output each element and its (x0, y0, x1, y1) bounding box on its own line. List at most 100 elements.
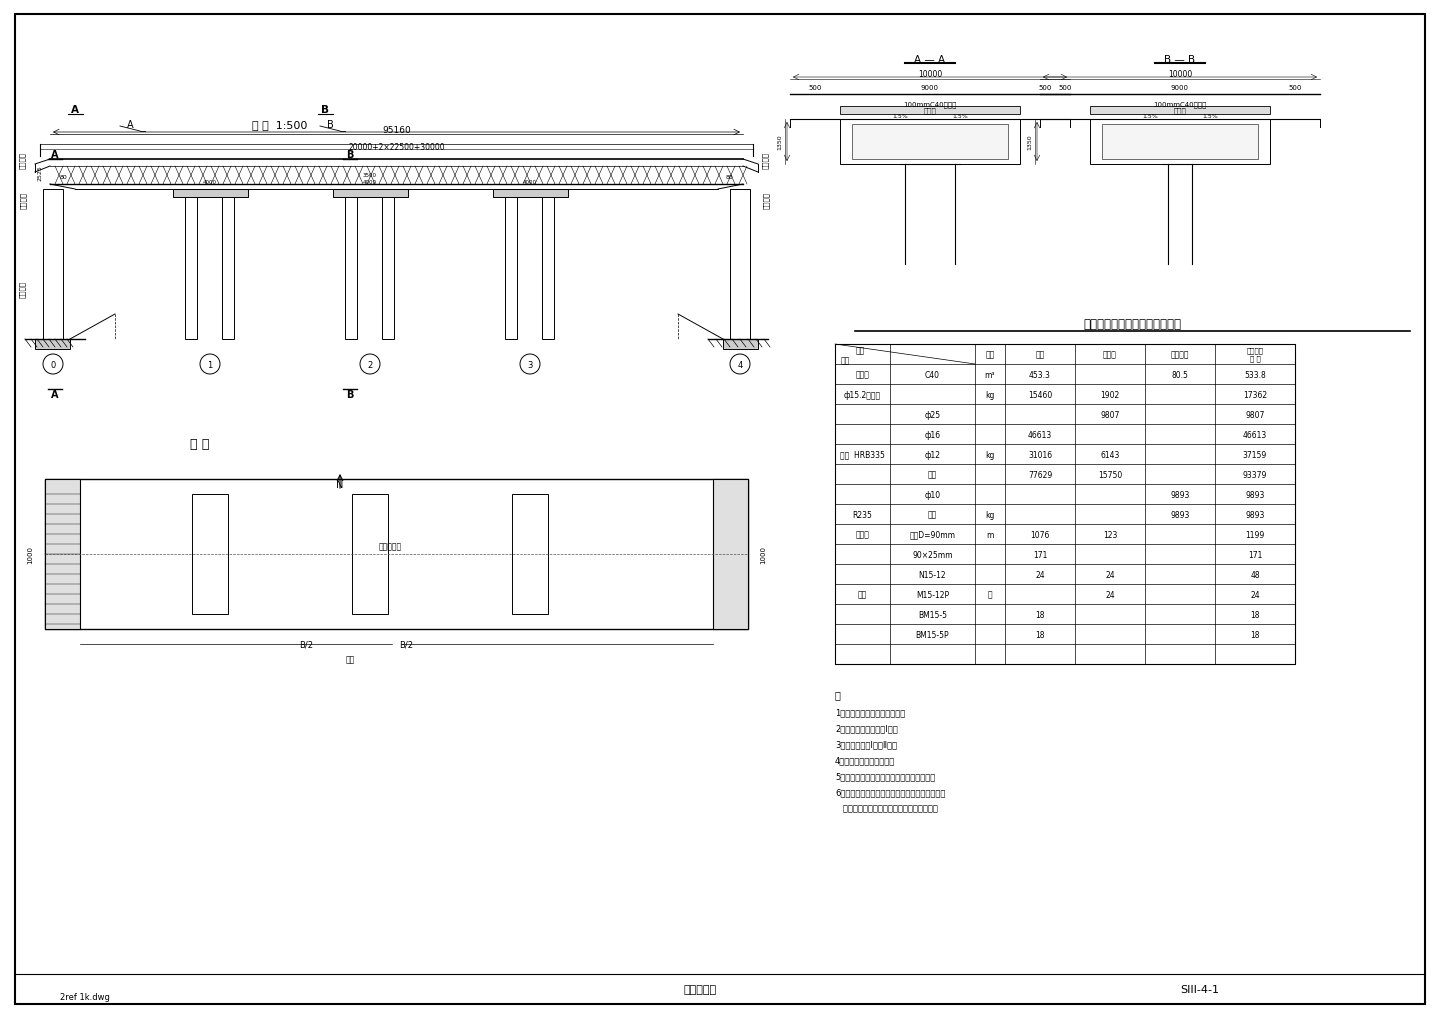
Text: 4、设计安全等级：二级；: 4、设计安全等级：二级； (835, 755, 896, 764)
Text: A: A (71, 105, 79, 115)
Text: 4000: 4000 (363, 179, 377, 184)
Text: 93379: 93379 (1243, 470, 1267, 479)
Text: ф16: ф16 (924, 430, 940, 439)
Text: 套: 套 (988, 590, 992, 599)
Bar (45, 480, 81, 630)
Text: 24: 24 (1250, 590, 1260, 599)
Text: 18: 18 (1250, 630, 1260, 639)
Text: 1.5%: 1.5% (893, 113, 907, 118)
Text: kg: kg (985, 390, 995, 399)
Text: C40: C40 (924, 370, 940, 379)
Text: 3: 3 (527, 360, 533, 369)
Text: 混凝土: 混凝土 (855, 370, 870, 379)
Text: 6143: 6143 (1100, 450, 1120, 459)
Text: 1、本图尺寸均以毫米为单位；: 1、本图尺寸均以毫米为单位； (835, 707, 906, 716)
Text: R235: R235 (852, 510, 873, 519)
Text: 80: 80 (59, 174, 66, 179)
Text: 防水层: 防水层 (1174, 108, 1187, 114)
Text: 6、本桥中模架搁置方式及进行设计，若采用其它: 6、本桥中模架搁置方式及进行设计，若采用其它 (835, 788, 946, 796)
Text: 9893: 9893 (1171, 490, 1189, 499)
Text: 4: 4 (737, 360, 743, 369)
Bar (192, 494, 228, 614)
Text: 主梁: 主梁 (346, 655, 354, 663)
Text: B: B (346, 150, 354, 160)
Text: 小计: 小计 (927, 470, 937, 479)
Bar (35, 339, 71, 350)
Text: 注: 注 (835, 689, 841, 699)
Text: 3500: 3500 (363, 173, 377, 178)
Text: 77629: 77629 (1028, 470, 1053, 479)
Text: 18: 18 (1035, 630, 1045, 639)
Text: 波纹管: 波纹管 (855, 530, 870, 539)
Text: 支撑方式，应另行计算，重新设计中模板。: 支撑方式，应另行计算，重新设计中模板。 (835, 803, 937, 812)
Text: 备案: 备案 (1035, 351, 1044, 359)
Text: 桥型布置图: 桥型布置图 (684, 984, 717, 994)
Text: 防水层: 防水层 (923, 108, 936, 114)
Text: 171: 171 (1032, 550, 1047, 559)
Text: 453.3: 453.3 (1030, 370, 1051, 379)
Bar (852, 125, 1008, 160)
Bar (492, 190, 567, 198)
Bar (840, 120, 1020, 165)
Text: 1902: 1902 (1100, 390, 1120, 399)
Text: 单位: 单位 (985, 351, 995, 359)
Text: BM15-5P: BM15-5P (916, 630, 949, 639)
Text: 1199: 1199 (1246, 530, 1264, 539)
Text: 2、设计荷载：公路－Ⅰ级；: 2、设计荷载：公路－Ⅰ级； (835, 723, 897, 733)
Bar (513, 494, 549, 614)
Text: 9807: 9807 (1246, 410, 1264, 419)
Text: B: B (327, 120, 334, 129)
Text: 46613: 46613 (1243, 430, 1267, 439)
Text: ф25: ф25 (924, 410, 940, 419)
Text: 平 面: 平 面 (190, 438, 210, 451)
Text: 上部构造
合 计: 上部构造 合 计 (1247, 347, 1263, 362)
Text: 9893: 9893 (1246, 490, 1264, 499)
Text: m: m (986, 530, 994, 539)
Text: A: A (127, 120, 134, 129)
Bar (173, 190, 248, 198)
Text: A: A (52, 150, 59, 160)
Text: 1350: 1350 (778, 135, 782, 150)
Text: B — B: B — B (1165, 55, 1195, 65)
Text: 5、本桥下部构造及桥下主线剖面位为示意；: 5、本桥下部构造及桥下主线剖面位为示意； (835, 771, 935, 781)
Text: ф15.2钢绞线: ф15.2钢绞线 (844, 390, 881, 399)
Text: N15-12: N15-12 (919, 570, 946, 579)
Bar (505, 190, 517, 339)
Text: 9000: 9000 (1171, 85, 1189, 91)
Bar (45, 480, 747, 630)
Text: 桥台基础: 桥台基础 (20, 192, 27, 208)
Bar (346, 190, 357, 339)
Bar (1090, 120, 1270, 165)
Text: 9893: 9893 (1171, 510, 1189, 519)
Text: 1: 1 (207, 360, 213, 369)
Bar (730, 190, 750, 339)
Text: 外径D=90mm: 外径D=90mm (910, 530, 956, 539)
Text: SIII-4-1: SIII-4-1 (1181, 984, 1220, 994)
Text: kg: kg (985, 510, 995, 519)
Text: 2ref 1k.dwg: 2ref 1k.dwg (60, 993, 109, 1002)
Text: 上部构造主要工程及材料数量表: 上部构造主要工程及材料数量表 (1083, 318, 1181, 331)
Text: 1.5%: 1.5% (952, 113, 968, 118)
Text: B: B (321, 105, 328, 115)
Text: 4000: 4000 (203, 179, 217, 184)
Text: 10000: 10000 (917, 69, 942, 78)
Text: 立 面  1:500: 立 面 1:500 (252, 120, 308, 129)
Text: 500: 500 (808, 85, 822, 91)
Bar (222, 190, 235, 339)
Text: M15-12P: M15-12P (916, 590, 949, 599)
Text: 500: 500 (1058, 85, 1071, 91)
Text: 桥台基础: 桥台基础 (19, 152, 26, 168)
Text: 24: 24 (1035, 570, 1045, 579)
Text: 1.5%: 1.5% (1142, 113, 1158, 118)
Text: 37159: 37159 (1243, 450, 1267, 459)
Text: 2525: 2525 (37, 165, 43, 180)
Text: 80: 80 (726, 174, 734, 179)
Text: 90×25mm: 90×25mm (913, 550, 953, 559)
Text: 项目: 项目 (855, 346, 864, 356)
Text: 9000: 9000 (922, 85, 939, 91)
Text: A: A (52, 389, 59, 399)
Bar (382, 190, 395, 339)
Text: 1000: 1000 (27, 545, 33, 564)
Text: BM15-5: BM15-5 (919, 610, 948, 619)
Text: 20000+2×22500+30000: 20000+2×22500+30000 (348, 143, 445, 152)
